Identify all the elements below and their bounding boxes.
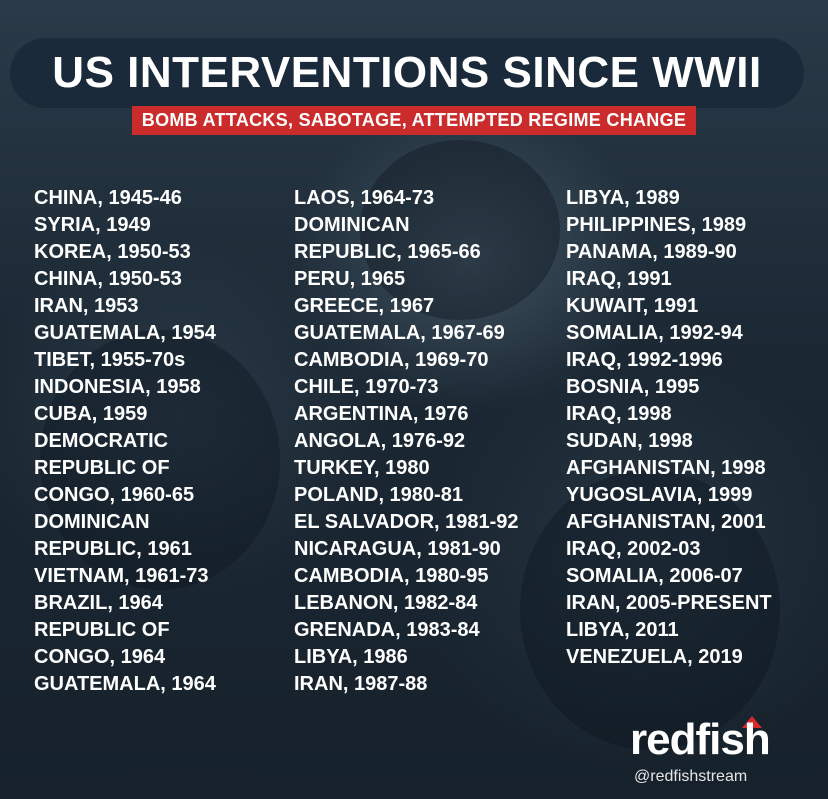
- subtitle-banner: BOMB ATTACKS, SABOTAGE, ATTEMPTED REGIME…: [0, 106, 828, 135]
- interventions-column-2: LAOS, 1964-73 DOMINICAN REPUBLIC, 1965-6…: [294, 185, 519, 698]
- list-item: TIBET, 1955-70s: [34, 349, 186, 371]
- list-item: CUBA, 1959: [34, 403, 148, 425]
- list-item: BOSNIA, 1995: [566, 376, 700, 398]
- list-item: CHINA, 1945-46: [34, 187, 182, 209]
- list-item: IRAN, 1987-88: [294, 673, 428, 695]
- list-item: SUDAN, 1998: [566, 430, 693, 452]
- list-item: PHILIPPINES, 1989: [566, 214, 747, 236]
- list-item: IRAQ, 1992-1996: [566, 349, 723, 371]
- list-item: NICARAGUA, 1981-90: [294, 538, 501, 560]
- list-item: PANAMA, 1989-90: [566, 241, 737, 263]
- list-item: VIETNAM, 1961-73: [34, 565, 209, 587]
- list-item: LEBANON, 1982-84: [294, 592, 478, 614]
- list-item: REPUBLIC OF: [34, 457, 170, 479]
- list-item: GRENADA, 1983-84: [294, 619, 480, 641]
- list-item: ANGOLA, 1976-92: [294, 430, 466, 452]
- list-item: TURKEY, 1980: [294, 457, 430, 479]
- redfish-logo: redfish: [630, 715, 771, 764]
- list-item: CAMBODIA, 1980-95: [294, 565, 489, 587]
- list-item: AFGHANISTAN, 1998: [566, 457, 766, 479]
- list-item: DOMINICAN: [294, 214, 410, 236]
- page-title: US INTERVENTIONS SINCE WWII: [52, 48, 762, 97]
- list-item: LAOS, 1964-73: [294, 187, 435, 209]
- interventions-column-1: CHINA, 1945-46 SYRIA, 1949 KOREA, 1950-5…: [34, 185, 216, 698]
- list-item: VENEZUELA, 2019: [566, 646, 743, 668]
- list-item: EL SALVADOR, 1981-92: [294, 511, 519, 533]
- list-item: IRAQ, 1991: [566, 268, 672, 290]
- list-item: REPUBLIC, 1961: [34, 538, 192, 560]
- list-item: YUGOSLAVIA, 1999: [566, 484, 753, 506]
- list-item: POLAND, 1980-81: [294, 484, 463, 506]
- list-item: LIBYA, 2011: [566, 619, 679, 641]
- background-figure: [360, 140, 560, 320]
- list-item: REPUBLIC, 1965-66: [294, 241, 481, 263]
- list-item: SOMALIA, 2006-07: [566, 565, 743, 587]
- list-item: ARGENTINA, 1976: [294, 403, 469, 425]
- list-item: GUATEMALA, 1967-69: [294, 322, 505, 344]
- list-item: REPUBLIC OF: [34, 619, 170, 641]
- list-item: LIBYA, 1989: [566, 187, 680, 209]
- social-handle: @redfishstream: [634, 768, 748, 785]
- list-item: KUWAIT, 1991: [566, 295, 699, 317]
- list-item: GUATEMALA, 1954: [34, 322, 216, 344]
- list-item: AFGHANISTAN, 2001: [566, 511, 766, 533]
- list-item: IRAQ, 2002-03: [566, 538, 701, 560]
- list-item: BRAZIL, 1964: [34, 592, 163, 614]
- list-item: KOREA, 1950-53: [34, 241, 191, 263]
- list-item: SYRIA, 1949: [34, 214, 151, 236]
- page-subtitle: BOMB ATTACKS, SABOTAGE, ATTEMPTED REGIME…: [131, 106, 697, 135]
- list-item: CHINA, 1950-53: [34, 268, 182, 290]
- interventions-column-3: LIBYA, 1989 PHILIPPINES, 1989 PANAMA, 19…: [566, 185, 772, 671]
- list-item: CAMBODIA, 1969-70: [294, 349, 489, 371]
- list-item: CONGO, 1964: [34, 646, 166, 668]
- list-item: CHILE, 1970-73: [294, 376, 439, 398]
- list-item: SOMALIA, 1992-94: [566, 322, 743, 344]
- list-item: PERU, 1965: [294, 268, 406, 290]
- list-item: INDONESIA, 1958: [34, 376, 201, 398]
- background-figure: [520, 470, 780, 750]
- list-item: IRAQ, 1998: [566, 403, 672, 425]
- list-item: LIBYA, 1986: [294, 646, 408, 668]
- title-banner: US INTERVENTIONS SINCE WWII: [12, 40, 802, 106]
- fish-fin-icon: [742, 716, 762, 728]
- list-item: DEMOCRATIC: [34, 430, 169, 452]
- list-item: IRAN, 2005-PRESENT: [566, 592, 772, 614]
- list-item: DOMINICAN: [34, 511, 150, 533]
- background-figure: [40, 330, 280, 590]
- list-item: IRAN, 1953: [34, 295, 139, 317]
- list-item: GUATEMALA, 1964: [34, 673, 216, 695]
- list-item: GREECE, 1967: [294, 295, 435, 317]
- list-item: CONGO, 1960-65: [34, 484, 195, 506]
